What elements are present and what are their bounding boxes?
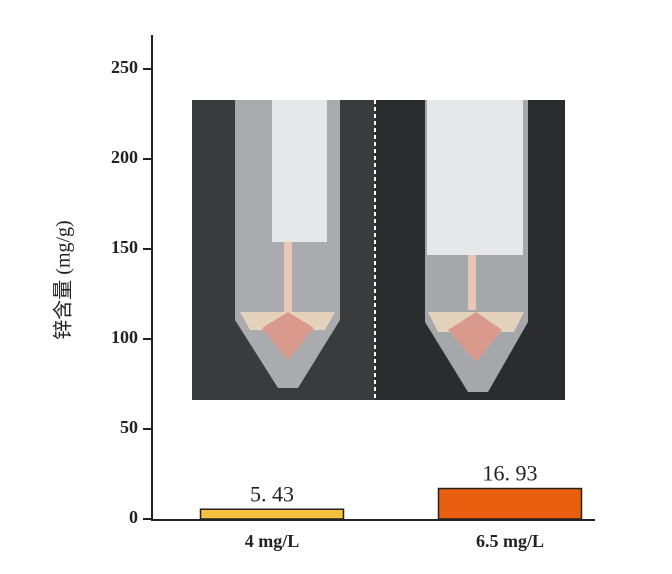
value-label: 16. 93 — [483, 461, 538, 486]
y-tick-label: 150 — [111, 237, 138, 257]
value-label: 5. 43 — [250, 481, 294, 506]
x-tick-label: 4 mg/L — [245, 531, 300, 551]
y-tick-label: 250 — [111, 57, 138, 77]
y-tick-label: 50 — [120, 417, 138, 437]
y-axis-label: 锌含量 (mg/g) — [52, 220, 75, 339]
x-tick-label: 6.5 mg/L — [476, 531, 544, 551]
y-tick-label: 100 — [111, 327, 138, 347]
bar — [199, 508, 345, 520]
inset-photo — [192, 100, 565, 400]
bar — [437, 487, 583, 520]
y-tick-label: 200 — [111, 147, 138, 167]
y-tick-label: 0 — [129, 507, 138, 527]
